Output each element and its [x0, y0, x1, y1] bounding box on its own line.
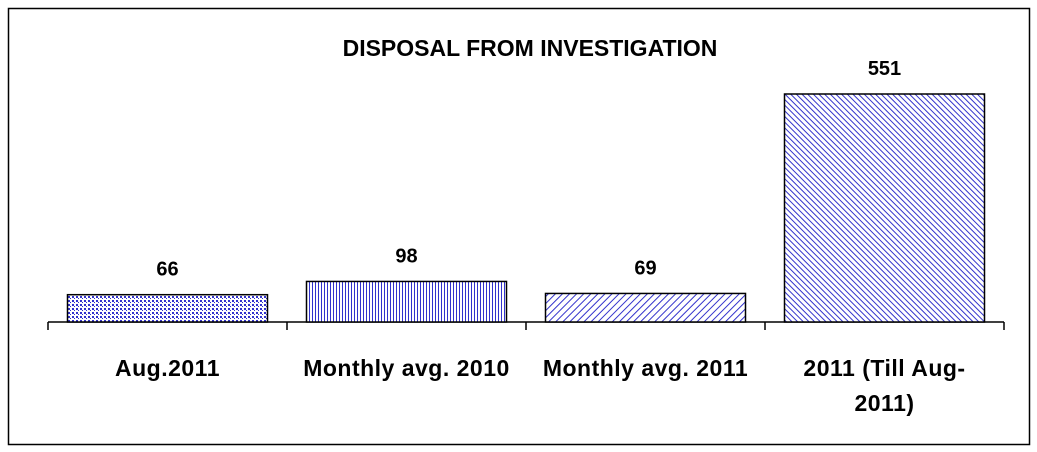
value-label: 66: [156, 259, 178, 281]
chart-title: DISPOSAL FROM INVESTIGATION: [343, 35, 718, 61]
bar: [783, 93, 986, 323]
bar: [544, 292, 747, 323]
x-tick-label: Aug.2011: [115, 355, 220, 381]
frame: [7, 7, 1031, 446]
x-tick-label: Monthly avg. 2011: [542, 355, 749, 381]
value-label: 69: [634, 257, 656, 279]
value-label: 551: [868, 58, 901, 80]
bar: [305, 280, 508, 323]
x-tick-label: 2011 (Till Aug-2011): [803, 355, 966, 416]
bar: [66, 293, 269, 323]
x-tick-label: Monthly avg. 2010: [303, 355, 510, 381]
value-label: 98: [395, 245, 417, 267]
